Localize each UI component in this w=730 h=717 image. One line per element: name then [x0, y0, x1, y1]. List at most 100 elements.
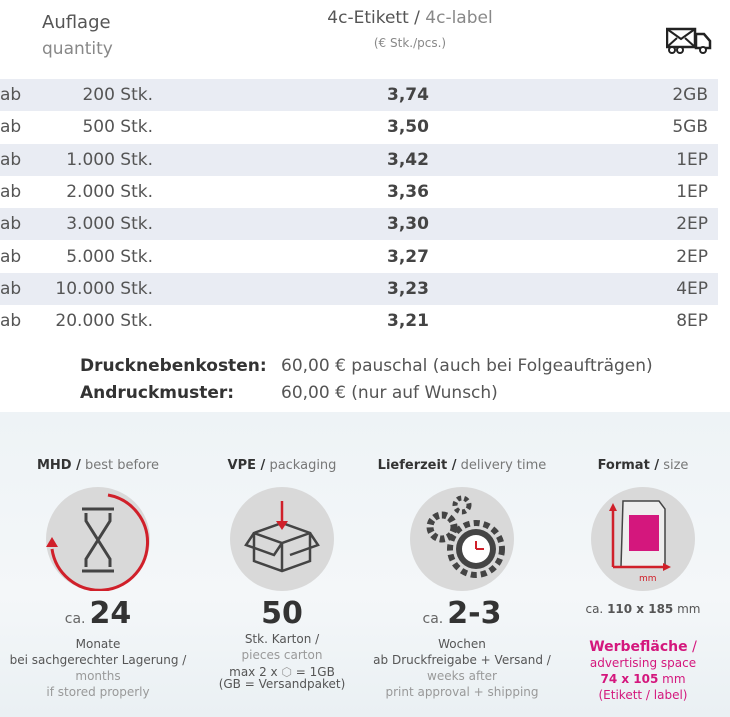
- price-unit: (€ Stk./pcs.): [373, 36, 447, 50]
- ca: ca.: [585, 602, 604, 616]
- value: 24: [89, 596, 132, 631]
- quantity: 10.000 Stk.: [55, 278, 153, 299]
- table-row: ab 2.000 Stk. 3,36 1EP: [0, 176, 718, 208]
- quantity: 500 Stk.: [82, 117, 153, 138]
- desc-de: ab Druckfreigabe + Versand /: [373, 653, 551, 667]
- prefix: ab: [0, 246, 22, 267]
- gb-note: (GB = Versandpaket): [218, 677, 346, 691]
- table-header: Auflage quantity 4c-Etikett / 4c-label (…: [0, 0, 730, 79]
- feature-vpe: VPE / packaging 50 Stk. Karton / pieces …: [191, 412, 373, 690]
- max-label: max 2 x: [229, 665, 278, 679]
- adv-note: (Etikett / label): [598, 688, 688, 702]
- price-label-de: 4c-Etikett /: [327, 8, 420, 28]
- unit-en: pieces carton: [241, 648, 323, 662]
- price: 3,27: [387, 246, 429, 267]
- feature-mhd: MHD / best before ca. 24 Monate bei sachg…: [7, 412, 189, 700]
- title-de: VPE /: [227, 458, 266, 473]
- adv-de: Werbefläche: [589, 639, 688, 655]
- table-row: ab 500 Stk. 3,50 5GB: [0, 111, 718, 143]
- table-row: ab 3.000 Stk. 3,30 2EP: [0, 208, 718, 241]
- unit: Wochen: [438, 637, 486, 651]
- prefix: ab: [0, 214, 22, 235]
- quantity-header: Auflage quantity: [42, 10, 113, 62]
- price: 3,30: [387, 214, 429, 235]
- feature-delivery: Lieferzeit / delivery time ca. 2-3 Wochen…: [371, 412, 553, 700]
- price: 3,36: [387, 182, 429, 203]
- quantity-label-en: quantity: [42, 39, 113, 59]
- mail-truck-icon: [666, 27, 712, 54]
- desc-en: if stored properly: [46, 685, 150, 699]
- shipping: 5GB: [672, 117, 708, 138]
- shipping: 2EP: [676, 214, 708, 235]
- title-en: size: [663, 458, 689, 473]
- title-de: MHD /: [36, 458, 81, 473]
- quantity: 200 Stk.: [82, 85, 153, 106]
- table-row: ab 5.000 Stk. 3,27 2EP: [0, 240, 718, 272]
- feature-format: Format / size mm ca. 110 x 185 mm Werbef…: [552, 412, 730, 703]
- quantity: 20.000 Stk.: [55, 311, 153, 332]
- desc-en: print approval + shipping: [385, 685, 539, 699]
- table-row: ab 10.000 Stk. 3,23 4EP: [0, 272, 718, 306]
- unit-en: weeks after: [427, 669, 497, 683]
- adv-value: 74 x 105: [600, 672, 659, 686]
- prefix: ab: [0, 85, 22, 106]
- table-row: ab 1.000 Stk. 3,42 1EP: [0, 143, 718, 176]
- quantity: 1.000 Stk.: [66, 149, 153, 170]
- price-header: 4c-Etikett / 4c-label (€ Stk./pcs.): [290, 8, 530, 50]
- ca: ca.: [422, 611, 444, 627]
- adv-en: advertising space: [589, 656, 697, 670]
- quantity: 5.000 Stk.: [66, 246, 153, 267]
- mm-label: mm: [639, 574, 657, 584]
- title-en: best before: [84, 458, 160, 473]
- note-label: Andruckmuster:: [80, 383, 235, 403]
- title-de: Lieferzeit /: [377, 458, 457, 473]
- note-value: 60,00 € (nur auf Wunsch): [281, 383, 498, 403]
- shipping: 4EP: [676, 278, 708, 299]
- value: 50: [261, 596, 303, 631]
- price: 3,23: [387, 278, 429, 299]
- adv-unit: mm: [662, 672, 686, 686]
- sep: /: [692, 639, 697, 655]
- quantity: 3.000 Stk.: [66, 214, 153, 235]
- shipping: 2GB: [672, 85, 708, 106]
- prefix: ab: [0, 182, 22, 203]
- box-icon: [230, 487, 334, 591]
- shipping: 8EP: [676, 311, 708, 332]
- prefix: ab: [0, 117, 22, 138]
- title-de: Format /: [597, 458, 660, 473]
- prefix: ab: [0, 278, 22, 299]
- label-format-icon: mm: [591, 487, 695, 591]
- unit: Stk. Karton /: [244, 632, 320, 646]
- title-en: packaging: [269, 458, 337, 473]
- shipping: 1EP: [676, 182, 708, 203]
- note-label: Drucknebenkosten:: [80, 356, 267, 376]
- unit: Monate: [75, 637, 121, 651]
- note-value: 60,00 € pauschal (auch bei Folgeaufträge…: [281, 356, 653, 376]
- price: 3,42: [387, 149, 429, 170]
- quantity-label-de: Auflage: [42, 12, 111, 33]
- value: 2-3: [447, 596, 502, 631]
- small-box-icon: ⬡: [281, 665, 292, 679]
- hourglass-icon: [46, 487, 150, 591]
- shipping: 2EP: [676, 246, 708, 267]
- gears-clock-icon: [410, 487, 514, 591]
- extra-costs: Drucknebenkosten: 60,00 € pauschal (auch…: [0, 345, 725, 411]
- shipping: 1EP: [676, 149, 708, 170]
- price: 3,21: [387, 311, 429, 332]
- desc-de: bei sachgerechter Lagerung /: [9, 653, 187, 667]
- title-en: delivery time: [460, 458, 547, 473]
- feature-section: MHD / best before ca. 24 Monate bei sachg…: [0, 412, 730, 717]
- price: 3,50: [387, 117, 429, 138]
- price-table: ab 200 Stk. 3,74 2GB ab 500 Stk. 3,50 5GB ab 1.…: [0, 79, 718, 337]
- quantity: 2.000 Stk.: [66, 182, 153, 203]
- ca: ca.: [64, 611, 86, 627]
- size-unit: mm: [677, 602, 701, 616]
- unit-en: months: [75, 669, 121, 683]
- max-value: = 1GB: [295, 665, 335, 679]
- prefix: ab: [0, 311, 22, 332]
- price-label-en: 4c-label: [425, 8, 493, 28]
- size-value: 110 x 185: [607, 602, 674, 616]
- price: 3,74: [387, 85, 429, 106]
- table-row: ab 200 Stk. 3,74 2GB: [0, 79, 718, 112]
- table-row: ab 20.000 Stk. 3,21 8EP: [0, 305, 718, 337]
